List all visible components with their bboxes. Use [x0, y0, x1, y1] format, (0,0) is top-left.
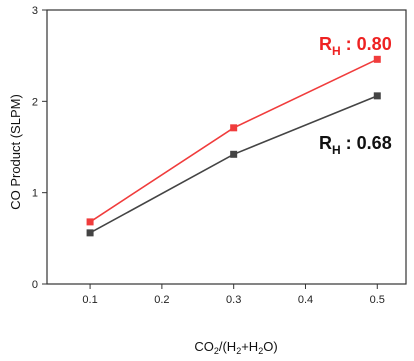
x-axis-title-sub2: 2 [236, 346, 241, 356]
x-axis-title-sub3: 2 [258, 346, 263, 356]
annotation-rh-068-sub: H [332, 143, 341, 157]
y-tick-label-3: 3 [32, 5, 38, 17]
series-1-point-1 [230, 150, 238, 158]
annotation-rh-080-sub: H [332, 44, 341, 58]
series-1-point-0 [86, 229, 94, 237]
annotation-rh-080-main: R [319, 34, 332, 54]
annotation-rh-068-value: : 0.68 [341, 133, 392, 153]
plot-area: 0.1 0.2 0.3 0.4 0.5 0 1 2 3 [32, 5, 407, 306]
series-0-point-2 [373, 55, 381, 63]
series-0-line [89, 58, 378, 223]
x-tick-label-4: 0.5 [370, 294, 385, 306]
x-axis-title-end: O) [263, 339, 277, 354]
x-axis-title-sub1: 2 [214, 346, 219, 356]
annotation-rh-080: RH : 0.80 [319, 34, 392, 58]
series-1-line [89, 95, 378, 234]
y-tick-label-1: 1 [32, 188, 38, 200]
x-axis-title-main: CO [194, 339, 214, 354]
series-1-point-2 [373, 92, 381, 100]
x-axis-title: CO2/(H2+H2O) [194, 339, 277, 356]
x-axis-title-mid: /(H [219, 339, 236, 354]
plot-frame [46, 9, 407, 285]
y-tick-label-2: 2 [32, 96, 38, 108]
x-tick-label-0: 0.1 [82, 294, 97, 306]
x-axis-title-tail: +H [241, 339, 258, 354]
annotation-rh-068: RH : 0.68 [319, 133, 392, 157]
x-tick-label-1: 0.2 [154, 294, 169, 306]
x-tick-label-3: 0.4 [298, 294, 313, 306]
annotation-rh-068-main: R [319, 133, 332, 153]
y-tick-label-0: 0 [32, 279, 38, 291]
annotation-rh-080-value: : 0.80 [341, 34, 392, 54]
series-0-point-0 [86, 218, 94, 226]
series-0-point-1 [230, 124, 238, 132]
x-tick-label-2: 0.3 [226, 294, 241, 306]
y-axis-title: CO Product (SLPM) [8, 94, 23, 210]
